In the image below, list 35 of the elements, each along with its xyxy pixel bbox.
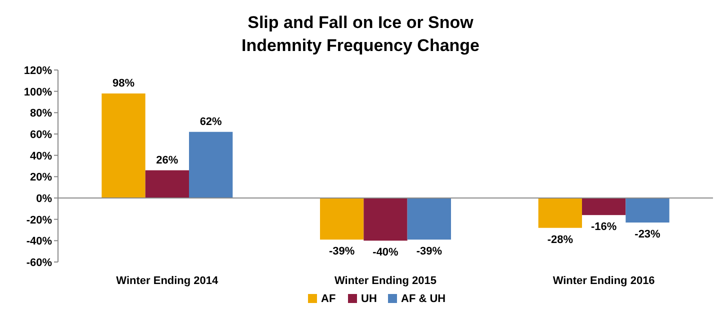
data-label: -39% (416, 246, 442, 258)
x-tick-label: Winter Ending 2015 (334, 275, 436, 287)
data-label: 62% (200, 116, 222, 128)
data-label: -23% (634, 228, 661, 241)
data-label: 98% (112, 77, 135, 90)
bar (364, 198, 408, 241)
legend-label: AF (321, 293, 336, 305)
legend-label: UH (361, 293, 377, 305)
legend-label: AF & UH (401, 293, 446, 305)
y-tick-label: 0% (36, 193, 52, 205)
data-label: -28% (547, 234, 574, 246)
y-tick-label: 120% (24, 65, 52, 77)
data-label: -39% (328, 246, 355, 258)
bar (145, 170, 189, 198)
data-label: 26% (156, 154, 178, 166)
bar (189, 132, 233, 198)
y-tick-label: 40% (30, 150, 52, 162)
y-tick-label: 60% (30, 129, 52, 141)
y-tick-label: 20% (30, 172, 52, 184)
x-tick-label: Winter Ending 2014 (116, 275, 220, 287)
bar (626, 198, 670, 223)
y-tick-label: -60% (26, 257, 52, 269)
bar (538, 198, 582, 228)
bar (102, 93, 146, 198)
chart-title: Slip and Fall on Ice or Snow Indemnity Frequency Change (241, 13, 480, 55)
data-label: -40% (372, 246, 399, 259)
bar (407, 198, 451, 240)
bar (320, 198, 364, 240)
data-label: -16% (590, 221, 617, 234)
y-tick-label: -20% (26, 214, 52, 226)
y-tick-label: 100% (24, 86, 52, 98)
bar (582, 198, 626, 216)
y-tick-label: -40% (26, 236, 52, 248)
y-tick-label: 80% (30, 108, 52, 120)
x-tick-label: Winter Ending 2016 (552, 275, 655, 287)
